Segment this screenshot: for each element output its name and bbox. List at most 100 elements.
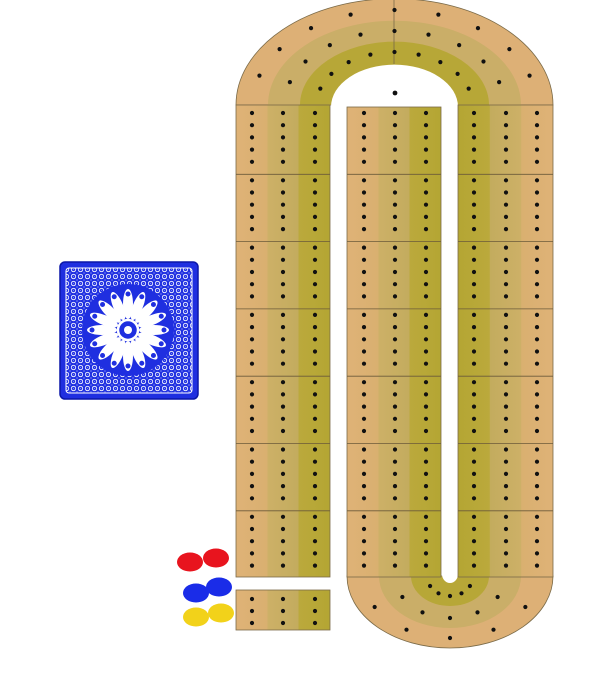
peg-hole[interactable] [392,325,398,330]
arch-peg-hole[interactable] [481,59,486,64]
arch-peg-hole[interactable] [447,635,453,641]
peg-hole[interactable] [280,245,286,250]
peg-hole[interactable] [503,392,509,397]
peg-hole[interactable] [471,337,477,342]
peg-hole[interactable] [312,245,318,250]
peg-hole[interactable] [361,178,367,183]
arch-peg-hole[interactable] [507,47,512,52]
peg-hole[interactable] [249,337,255,342]
peg-hole[interactable] [280,282,286,287]
arch-peg-hole[interactable] [427,583,433,589]
peg-hole[interactable] [423,459,429,464]
peg-hole[interactable] [534,428,540,434]
peg-hole[interactable] [503,496,509,501]
peg-hole[interactable] [503,484,509,489]
start-peg-hole[interactable] [249,596,255,602]
peg-hole[interactable] [312,496,318,501]
finish-hole[interactable] [392,90,398,96]
peg-hole[interactable] [280,190,286,195]
arch-peg-hole[interactable] [318,86,323,91]
peg-hole[interactable] [471,325,477,330]
peg-hole[interactable] [534,551,540,556]
peg-hole[interactable] [503,380,509,385]
arch-peg-hole[interactable] [277,47,282,52]
peg-hole[interactable] [280,123,286,128]
peg-hole[interactable] [392,514,398,519]
peg-hole[interactable] [471,349,477,354]
peg-hole[interactable] [249,282,255,287]
peg-hole[interactable] [249,147,255,152]
peg-hole[interactable] [280,202,286,207]
peg-hole[interactable] [471,496,477,501]
arch-peg-hole[interactable] [327,43,332,48]
peg-hole[interactable] [392,526,398,532]
peg-hole[interactable] [503,269,509,275]
peg-hole[interactable] [249,178,255,183]
arch-peg-hole[interactable] [329,71,334,76]
peg-hole[interactable] [471,539,477,544]
peg-red-2[interactable] [203,548,229,568]
peg-hole[interactable] [503,214,509,219]
peg-hole[interactable] [249,325,255,330]
arch-peg-hole[interactable] [368,52,373,57]
peg-hole[interactable] [361,563,367,568]
peg-hole[interactable] [280,178,286,183]
peg-hole[interactable] [392,496,398,501]
peg-hole[interactable] [361,202,367,207]
peg-hole[interactable] [392,159,398,164]
peg-hole[interactable] [503,147,509,152]
peg-hole[interactable] [361,416,367,421]
peg-hole[interactable] [503,551,509,556]
peg-hole[interactable] [423,325,429,330]
peg-hole[interactable] [423,123,429,128]
peg-hole[interactable] [471,514,477,519]
peg-hole[interactable] [423,190,429,195]
peg-hole[interactable] [534,496,540,501]
peg-blue-2[interactable] [206,577,232,597]
peg-hole[interactable] [471,563,477,568]
peg-hole[interactable] [249,496,255,501]
arch-peg-hole[interactable] [358,32,363,37]
peg-hole[interactable] [249,539,255,544]
arch-peg-hole[interactable] [497,80,502,85]
peg-hole[interactable] [280,484,286,489]
peg-hole[interactable] [361,447,367,452]
peg-hole[interactable] [280,563,286,568]
peg-hole[interactable] [361,484,367,489]
peg-hole[interactable] [423,245,429,250]
peg-hole[interactable] [280,227,286,232]
peg-hole[interactable] [392,135,398,140]
peg-hole[interactable] [423,147,429,152]
peg-hole[interactable] [392,178,398,183]
arch-peg-hole[interactable] [495,594,500,600]
peg-hole[interactable] [312,484,318,489]
peg-hole[interactable] [312,269,318,275]
peg-hole[interactable] [361,361,367,366]
peg-hole[interactable] [423,349,429,354]
start-peg-hole[interactable] [280,608,286,614]
peg-hole[interactable] [361,459,367,464]
peg-hole[interactable] [392,214,398,219]
peg-hole[interactable] [249,159,255,164]
arch-peg-hole[interactable] [257,73,262,78]
peg-hole[interactable] [312,135,318,140]
peg-hole[interactable] [503,459,509,464]
peg-hole[interactable] [423,294,429,299]
peg-hole[interactable] [503,123,509,128]
start-peg-hole[interactable] [312,620,318,626]
peg-hole[interactable] [503,325,509,330]
peg-hole[interactable] [361,245,367,250]
peg-hole[interactable] [423,312,429,317]
peg-hole[interactable] [534,282,540,287]
peg-hole[interactable] [423,484,429,489]
peg-hole[interactable] [471,257,477,262]
peg-hole[interactable] [534,178,540,183]
peg-hole[interactable] [534,245,540,250]
peg-hole[interactable] [280,459,286,464]
peg-hole[interactable] [361,257,367,262]
peg-hole[interactable] [471,178,477,183]
peg-hole[interactable] [361,147,367,152]
arch-peg-hole[interactable] [459,591,464,596]
start-peg-hole[interactable] [312,596,318,602]
peg-hole[interactable] [423,337,429,342]
